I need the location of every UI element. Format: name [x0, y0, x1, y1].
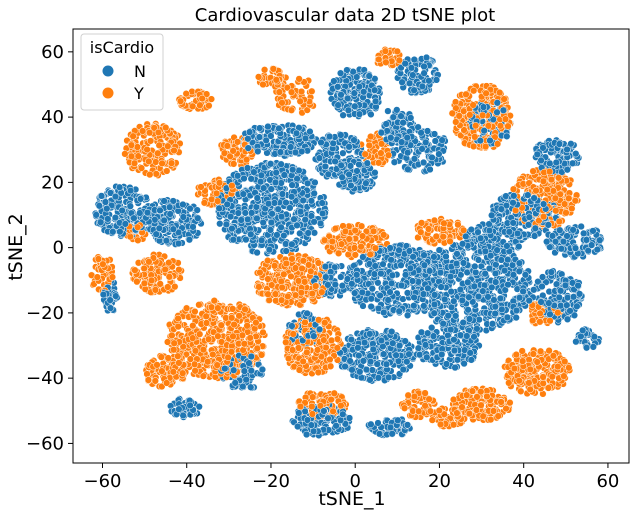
scatter-point-n — [293, 175, 301, 183]
scatter-point-y — [314, 259, 323, 267]
scatter-point-y — [451, 98, 460, 106]
scatter-point-n — [339, 149, 347, 157]
scatter-point-n — [367, 110, 375, 119]
scatter-point-y — [157, 353, 165, 361]
scatter-point-y — [393, 47, 401, 56]
points-layer — [87, 46, 605, 440]
scatter-point-y — [134, 236, 142, 244]
scatter-point-y — [357, 222, 366, 230]
scatter-point-n — [570, 311, 579, 319]
scatter-point-n — [216, 220, 224, 228]
scatter-point-n — [414, 344, 423, 352]
scatter-point-n — [420, 302, 428, 310]
scatter-point-y — [367, 132, 375, 141]
scatter-point-y — [529, 350, 537, 358]
scatter-point-y — [334, 249, 343, 257]
scatter-point-n — [403, 311, 412, 319]
scatter-point-y — [210, 297, 218, 305]
scatter-point-y — [195, 301, 203, 309]
scatter-point-n — [239, 382, 247, 391]
scatter-point-y — [331, 224, 340, 233]
scatter-point-n — [404, 165, 412, 173]
scatter-point-y — [126, 233, 134, 241]
scatter-point-n — [463, 268, 471, 277]
scatter-point-n — [390, 158, 399, 166]
scatter-point-y — [284, 354, 293, 363]
scatter-point-n — [151, 216, 159, 224]
scatter-point-n — [253, 214, 261, 223]
scatter-point-y — [202, 312, 210, 320]
chart-title: Cardiovascular data 2D tSNE plot — [195, 5, 495, 26]
scatter-point-n — [399, 295, 407, 303]
scatter-point-n — [359, 302, 367, 310]
scatter-point-n — [407, 114, 415, 122]
scatter-point-n — [337, 273, 345, 281]
scatter-point-y — [189, 322, 197, 330]
scatter-point-y — [517, 387, 525, 395]
scatter-point-y — [430, 216, 439, 225]
scatter-point-y — [265, 296, 273, 304]
scatter-point-y — [308, 87, 316, 95]
scatter-point-n — [359, 253, 367, 261]
scatter-point-y — [303, 348, 311, 357]
scatter-point-n — [388, 430, 396, 438]
scatter-point-y — [191, 307, 199, 316]
scatter-point-n — [496, 294, 505, 303]
scatter-point-n — [577, 222, 585, 231]
scatter-point-n — [384, 107, 392, 115]
scatter-point-y — [539, 379, 547, 387]
scatter-point-y — [288, 255, 296, 263]
scatter-point-n — [399, 119, 407, 127]
scatter-point-y — [365, 141, 373, 150]
scatter-point-y — [235, 312, 243, 320]
scatter-point-n — [444, 312, 452, 320]
scatter-point-n — [435, 246, 443, 254]
